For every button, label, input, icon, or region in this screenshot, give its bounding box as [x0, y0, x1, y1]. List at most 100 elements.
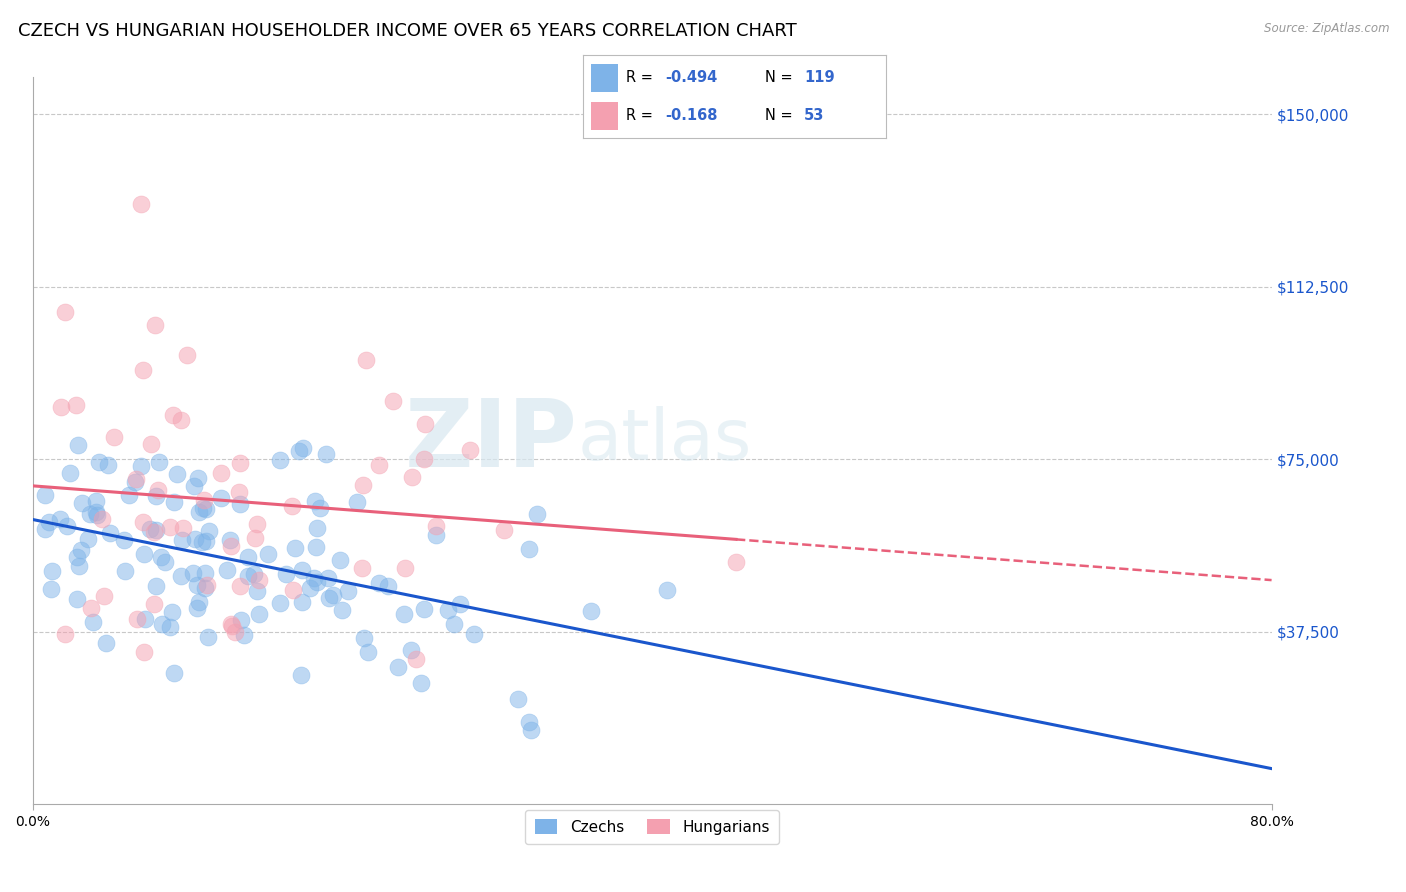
Czechs — [302, 571, 325, 585]
Czechs — [517, 541, 540, 556]
Czechs — [184, 532, 207, 546]
Hungarians — [146, 483, 169, 497]
Legend: Czechs, Hungarians: Czechs, Hungarians — [526, 810, 779, 844]
Czechs — [170, 569, 193, 583]
Czechs — [526, 507, 548, 521]
Hungarians — [127, 611, 149, 625]
Hungarians — [65, 398, 87, 412]
Text: Source: ZipAtlas.com: Source: ZipAtlas.com — [1264, 22, 1389, 36]
Czechs — [79, 507, 101, 521]
Czechs — [96, 635, 118, 649]
Czechs — [34, 488, 56, 502]
Czechs — [377, 579, 399, 593]
Text: R =: R = — [626, 108, 658, 123]
Czechs — [186, 578, 208, 592]
Czechs — [284, 541, 307, 556]
Czechs — [77, 532, 100, 546]
Czechs — [520, 723, 543, 738]
Czechs — [236, 550, 259, 565]
Czechs — [209, 491, 232, 505]
Czechs — [70, 496, 93, 510]
Czechs — [172, 533, 194, 547]
Hungarians — [134, 645, 156, 659]
Hungarians — [80, 601, 103, 615]
Czechs — [353, 632, 375, 646]
Hungarians — [350, 561, 373, 575]
Text: N =: N = — [765, 70, 797, 86]
Czechs — [41, 564, 63, 578]
Text: -0.494: -0.494 — [665, 70, 717, 86]
Czechs — [150, 550, 173, 565]
Hungarians — [172, 521, 194, 535]
Hungarians — [132, 363, 155, 377]
Hungarians — [143, 597, 166, 611]
Hungarians — [195, 578, 218, 592]
Czechs — [194, 501, 217, 516]
Czechs — [183, 478, 205, 492]
Text: N =: N = — [765, 108, 797, 123]
Czechs — [346, 495, 368, 509]
Czechs — [145, 523, 167, 537]
Czechs — [118, 488, 141, 502]
Czechs — [183, 566, 205, 580]
Bar — [591, 63, 619, 92]
Czechs — [159, 620, 181, 634]
Czechs — [307, 521, 329, 535]
Text: 53: 53 — [804, 108, 824, 123]
Hungarians — [367, 458, 389, 472]
Hungarians — [103, 430, 125, 444]
Czechs — [82, 615, 104, 630]
Czechs — [97, 458, 120, 472]
Czechs — [150, 616, 173, 631]
Czechs — [329, 552, 352, 566]
Czechs — [292, 441, 315, 455]
Czechs — [257, 547, 280, 561]
Czechs — [187, 471, 209, 485]
Czechs — [163, 665, 186, 680]
Czechs — [315, 447, 337, 461]
Czechs — [368, 576, 391, 591]
Czechs — [304, 493, 326, 508]
Bar — [591, 102, 619, 130]
Hungarians — [405, 651, 427, 665]
Czechs — [145, 489, 167, 503]
Czechs — [124, 475, 146, 490]
Czechs — [191, 534, 214, 549]
Hungarians — [143, 318, 166, 332]
Czechs — [305, 540, 328, 554]
Czechs — [59, 466, 82, 480]
Czechs — [336, 583, 359, 598]
Czechs — [321, 588, 343, 602]
Czechs — [34, 522, 56, 536]
Czechs — [162, 495, 184, 509]
Hungarians — [412, 452, 434, 467]
Czechs — [247, 607, 270, 622]
Czechs — [132, 547, 155, 561]
Czechs — [290, 667, 312, 681]
Hungarians — [159, 519, 181, 533]
Hungarians — [281, 499, 304, 513]
Hungarians — [143, 524, 166, 539]
Czechs — [67, 558, 90, 573]
Czechs — [233, 628, 256, 642]
Hungarians — [229, 579, 252, 593]
Czechs — [231, 613, 253, 627]
Czechs — [274, 567, 297, 582]
Hungarians — [460, 442, 482, 457]
Hungarians — [176, 348, 198, 362]
Czechs — [392, 607, 415, 621]
Czechs — [269, 595, 291, 609]
Czechs — [70, 542, 93, 557]
Hungarians — [139, 436, 162, 450]
Czechs — [139, 522, 162, 536]
Czechs — [84, 494, 107, 508]
Hungarians — [229, 456, 252, 470]
Hungarians — [494, 524, 516, 538]
Text: R =: R = — [626, 70, 658, 86]
Czechs — [89, 455, 111, 469]
Czechs — [98, 525, 121, 540]
Czechs — [299, 581, 322, 595]
Czechs — [242, 566, 264, 581]
Hungarians — [209, 466, 232, 480]
Czechs — [194, 581, 217, 595]
